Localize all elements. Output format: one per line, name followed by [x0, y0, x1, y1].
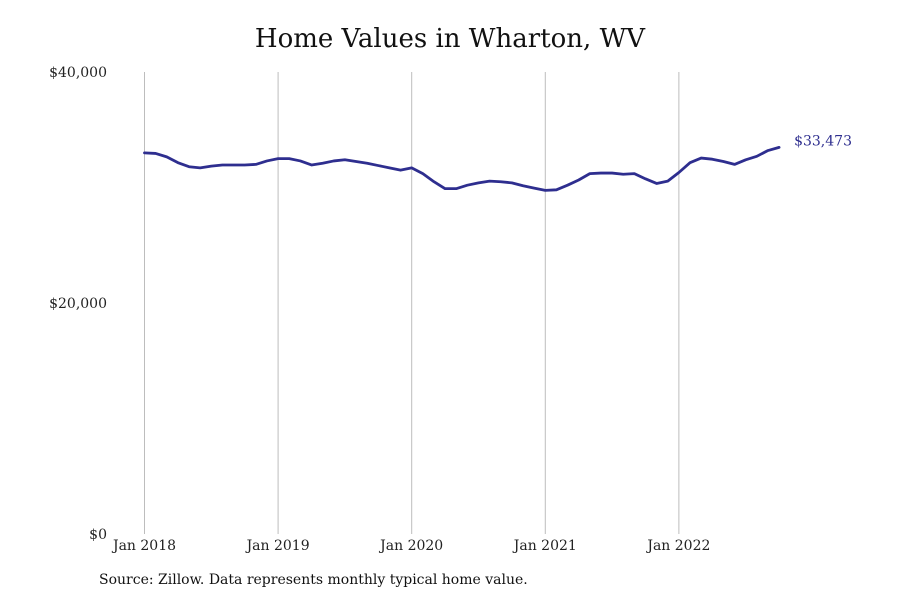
y-tick-label: $0 — [89, 527, 107, 543]
series-line-0 — [143, 145, 781, 192]
end-value-label: $33,473 — [794, 133, 852, 149]
y-tick-label: $20,000 — [49, 296, 107, 312]
x-tick-label: Jan 2021 — [512, 538, 577, 554]
y-tick-label: $40,000 — [49, 65, 107, 81]
grid-lines — [144, 72, 680, 534]
x-axis-labels: Jan 2018 Jan 2019 Jan 2020 Jan 2021 Jan 2022 — [111, 538, 710, 554]
source-note: Source: Zillow. Data represents monthly … — [99, 572, 528, 588]
x-tick-label: Jan 2020 — [378, 538, 443, 554]
x-tick-label: Jan 2018 — [111, 538, 176, 554]
y-axis-labels: $0 $20,000 $40,000 — [49, 65, 107, 543]
chart-title: Home Values in Wharton, WV — [254, 24, 646, 54]
x-tick-label: Jan 2022 — [645, 538, 710, 554]
series-group — [143, 145, 781, 192]
data-labels: $33,473 — [794, 133, 852, 149]
x-tick-label: Jan 2019 — [245, 538, 310, 554]
